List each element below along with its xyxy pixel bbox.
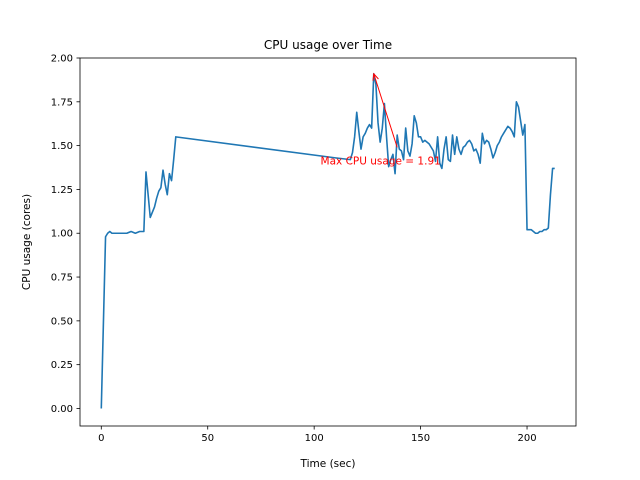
y-tick-label: 1.75 [51,97,73,108]
annotation-arrow [373,73,398,148]
x-tick-label: 0 [98,433,104,444]
y-tick-label: 1.00 [51,229,73,240]
x-tick-label: 200 [517,433,536,444]
y-tick-label: 0.50 [51,316,73,327]
y-tick-label: 0.25 [51,360,73,371]
series-line [100,72,555,409]
y-tick-label: 0.75 [51,273,73,284]
axes-layer: 0 50 100 150 200 0.00 0.25 0.50 0.75 1.00 1.25 1.50… [51,54,537,445]
y-tick-label: 0.00 [51,404,73,415]
annotation-arrowhead [372,72,379,81]
plot-frame [79,57,577,427]
x-tick-label: 50 [201,433,214,444]
chart-title: CPU usage over Time [264,38,392,52]
y-tick-label: 1.25 [51,185,73,196]
data-layer: Max CPU usage = 1.91 [100,72,555,409]
y-axis-label: CPU usage (cores) [21,194,33,290]
x-tick-label: 100 [305,433,324,444]
annotation-label: Max CPU usage = 1.91 [321,155,441,167]
y-tick-label: 1.50 [51,141,73,152]
x-axis-label: Time (sec) [300,458,356,470]
plot-area [80,58,576,426]
y-tick-label: 2.00 [51,54,73,65]
x-tick-label: 150 [411,433,430,444]
